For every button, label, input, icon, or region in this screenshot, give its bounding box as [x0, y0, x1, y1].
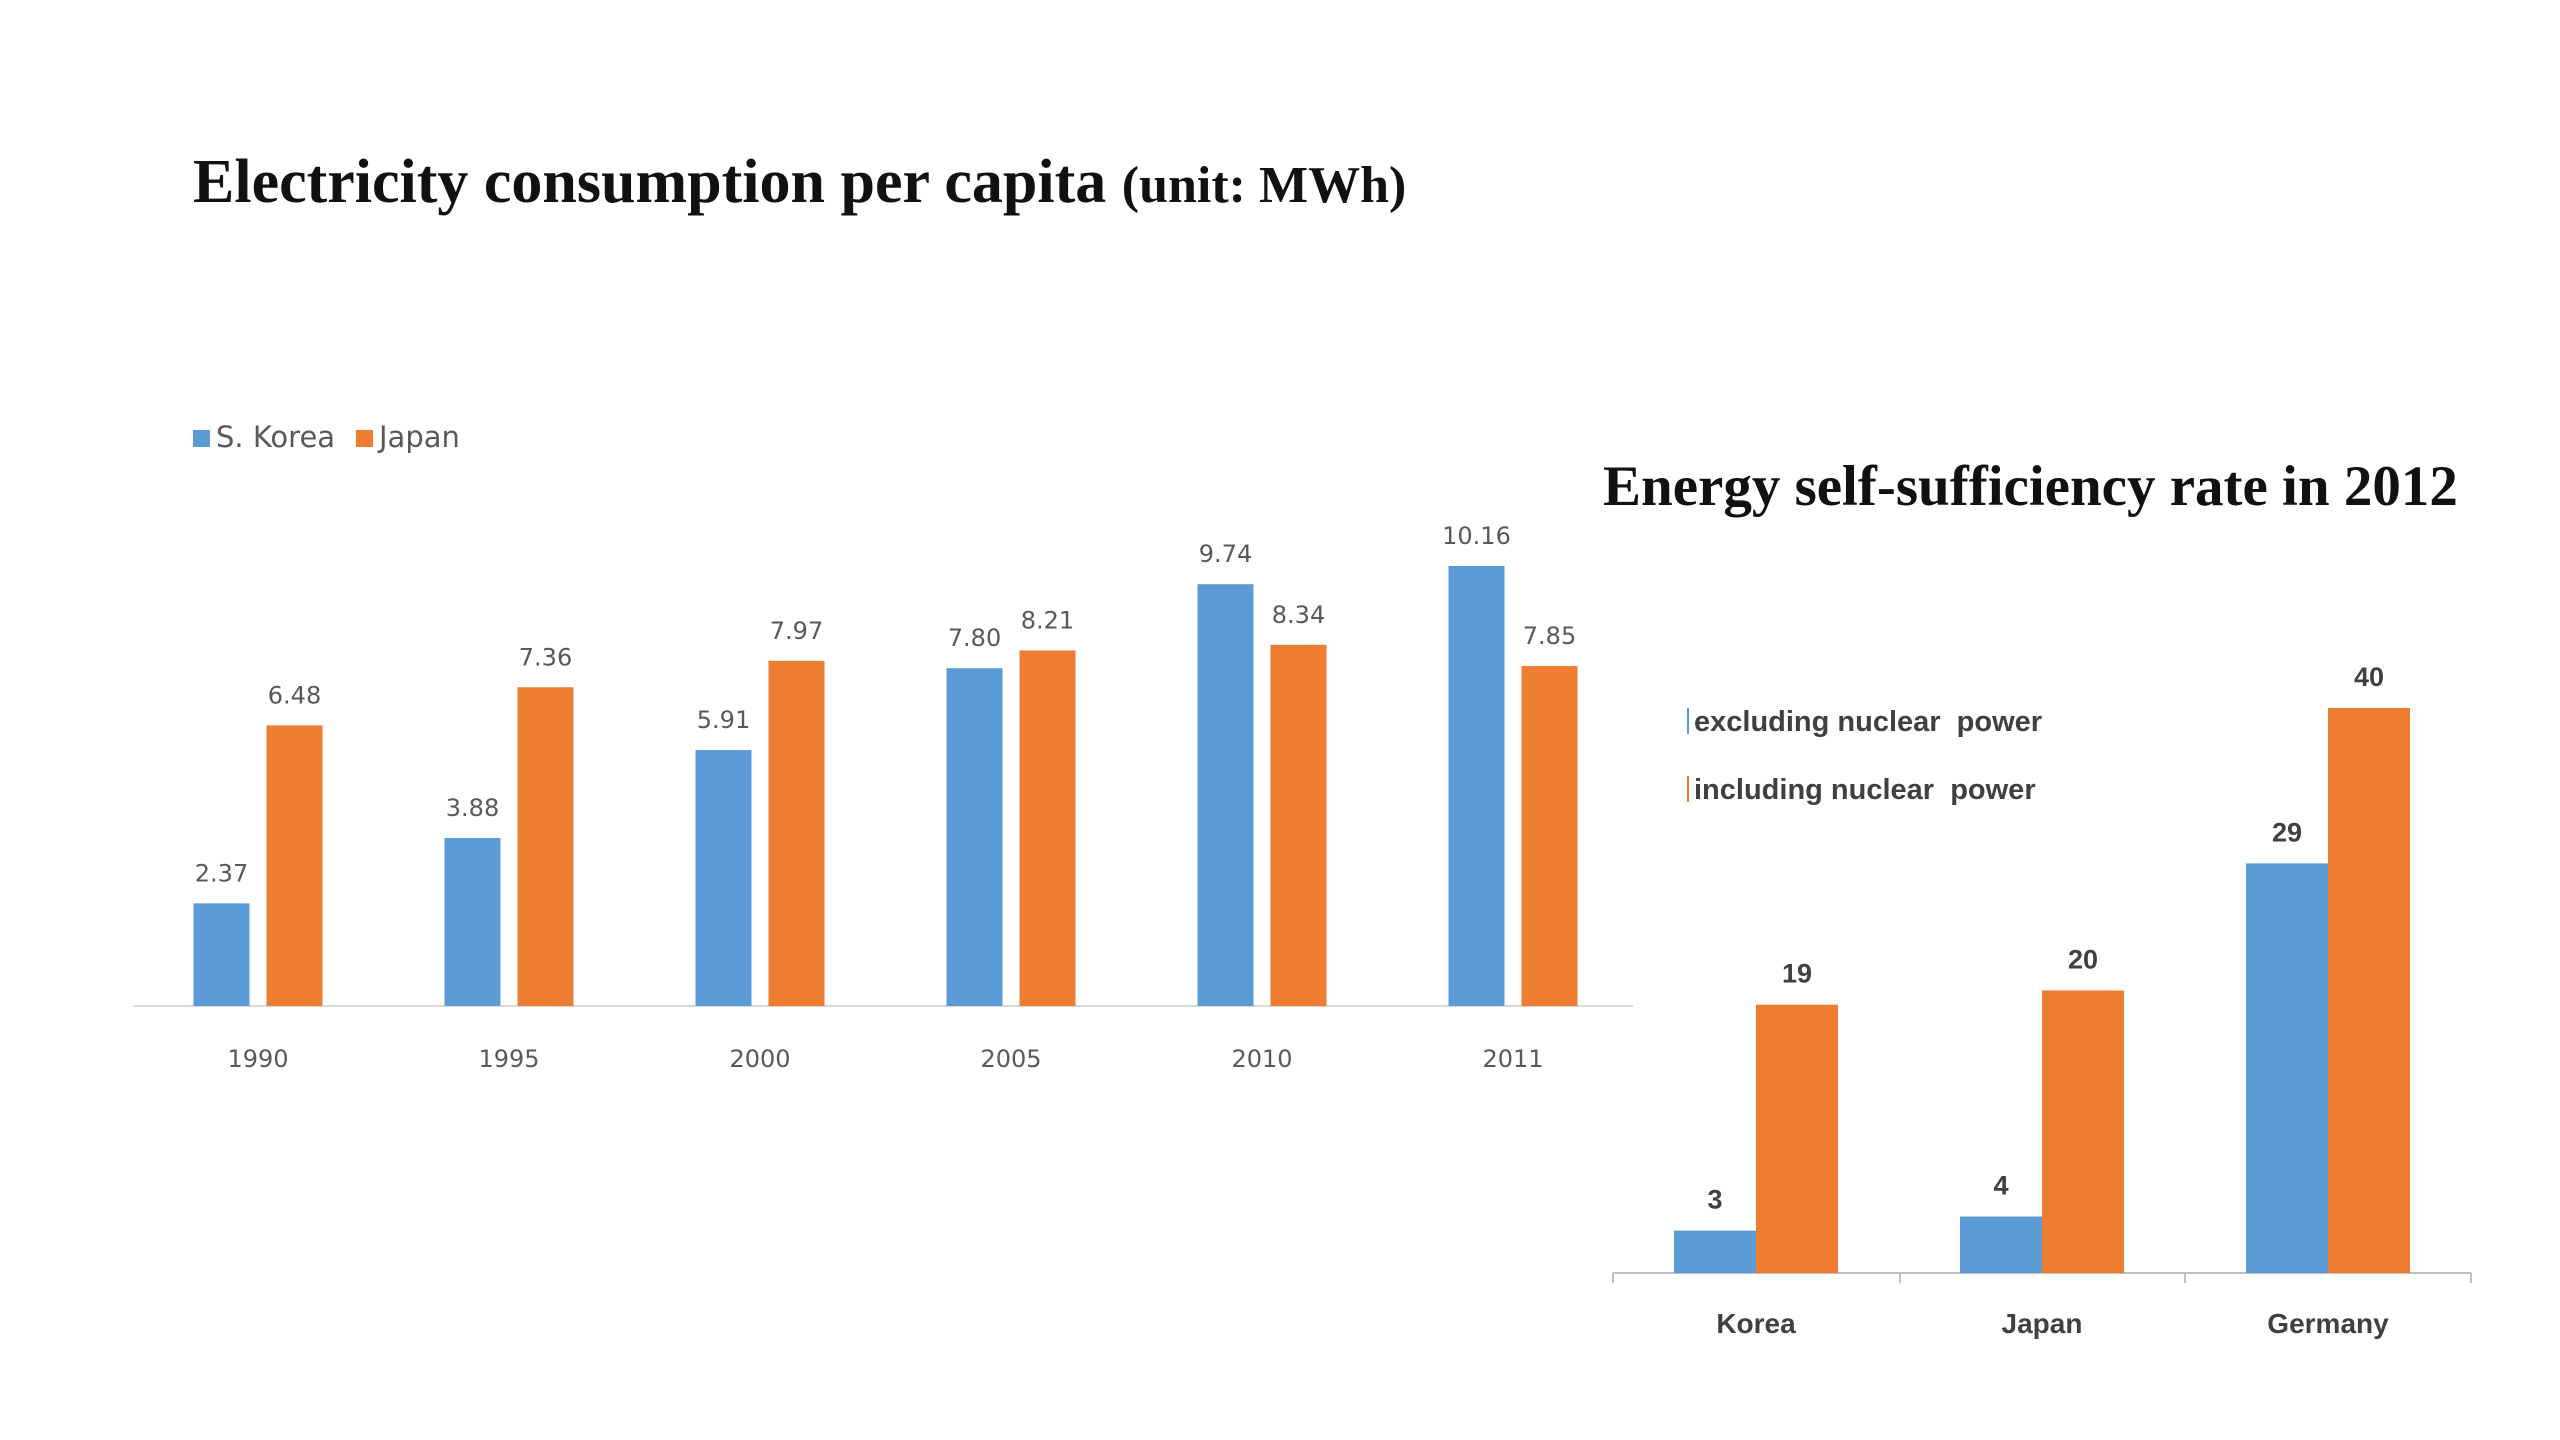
- bar-including-nuclear-power-korea: [1756, 1004, 1838, 1273]
- data-label-excluding-nuclear-power-japan: 4: [1993, 1171, 2008, 1201]
- x-tick-japan: Japan: [2002, 1308, 2083, 1339]
- x-tick-1990: 1990: [227, 1045, 288, 1073]
- data-label-japan-1990: 6.48: [268, 681, 321, 709]
- chart2-bars: [1674, 708, 2410, 1273]
- legend-label-including: including nuclear power: [1694, 774, 2036, 806]
- x-tick-1995: 1995: [478, 1045, 539, 1073]
- chart1-data-labels: 2.37 6.48 3.88 7.36 5.91 7.97 7.80 8.21 9.74 8.34…: [195, 522, 1576, 887]
- data-label-excluding-nuclear-power-korea: 3: [1707, 1185, 1722, 1215]
- data-label-s-korea-1990: 2.37: [195, 859, 248, 887]
- data-label-japan-1995: 7.36: [519, 643, 572, 671]
- x-tick-germany: Germany: [2267, 1308, 2389, 1339]
- bar-japan-1990: [266, 725, 323, 1006]
- legend-label-excluding: excluding nuclear power: [1694, 706, 2042, 738]
- legend-label-s-korea: S. Korea: [216, 420, 335, 454]
- chart2-title: Energy self-sufficiency rate in 2012: [1603, 455, 2458, 518]
- data-label-japan-2005: 8.21: [1021, 606, 1074, 634]
- chart1-title-unit: (unit: MWh): [1122, 157, 1407, 214]
- bar-s-korea-1990: [193, 903, 250, 1006]
- chart2-data-labels: 3 19 4 20 29 40: [1707, 662, 2384, 1215]
- data-label-including-nuclear-power-germany: 40: [2354, 662, 2384, 692]
- bar-s-korea-2000: [695, 750, 752, 1006]
- data-label-s-korea-2000: 5.91: [697, 706, 750, 734]
- chart1-title-main: Electricity consumption per capita: [193, 148, 1106, 216]
- data-label-s-korea-2010: 9.74: [1199, 540, 1252, 568]
- data-label-including-nuclear-power-japan: 20: [2068, 945, 2098, 975]
- chart1-bars: [193, 566, 1578, 1006]
- data-label-japan-2010: 8.34: [1272, 601, 1325, 629]
- data-label-japan-2000: 7.97: [770, 617, 823, 645]
- legend-swatch-japan: [356, 430, 373, 447]
- legend-label-japan: Japan: [377, 420, 460, 454]
- chart1-x-tick-labels: 1990 1995 2000 2005 2010 2011: [227, 1045, 1543, 1073]
- bar-japan-2000: [768, 660, 825, 1006]
- bar-japan-2010: [1270, 644, 1327, 1006]
- data-label-japan-2011: 7.85: [1523, 622, 1576, 650]
- chart2-legend: excluding nuclear power including nuclea…: [1687, 706, 2042, 806]
- chart2-x-tick-labels: Korea Japan Germany: [1716, 1308, 2389, 1339]
- legend-swatch-s-korea: [193, 430, 210, 447]
- bar-s-korea-1995: [444, 837, 501, 1006]
- data-label-s-korea-2011: 10.16: [1442, 522, 1511, 550]
- data-label-excluding-nuclear-power-germany: 29: [2272, 817, 2302, 847]
- chart1-legend: S. Korea Japan: [193, 420, 460, 454]
- bar-japan-1995: [517, 687, 574, 1006]
- bar-s-korea-2005: [946, 668, 1003, 1006]
- x-tick-2000: 2000: [729, 1045, 790, 1073]
- bar-s-korea-2011: [1448, 566, 1505, 1006]
- chart2-x-axis: [1612, 1272, 2472, 1283]
- x-tick-korea: Korea: [1716, 1308, 1796, 1339]
- x-tick-2010: 2010: [1231, 1045, 1292, 1073]
- bar-s-korea-2010: [1197, 584, 1254, 1006]
- data-label-s-korea-2005: 7.80: [948, 624, 1001, 652]
- bar-excluding-nuclear-power-germany: [2246, 863, 2328, 1273]
- bar-excluding-nuclear-power-japan: [1960, 1216, 2042, 1273]
- x-tick-2011: 2011: [1482, 1045, 1543, 1073]
- chart1-title: Electricity consumption per capita (unit…: [193, 148, 1406, 216]
- bar-japan-2005: [1019, 650, 1076, 1006]
- bar-including-nuclear-power-germany: [2328, 708, 2410, 1273]
- data-label-including-nuclear-power-korea: 19: [1782, 959, 1812, 989]
- x-tick-2005: 2005: [980, 1045, 1041, 1073]
- bar-excluding-nuclear-power-korea: [1674, 1230, 1756, 1273]
- bar-japan-2011: [1521, 666, 1578, 1006]
- data-label-s-korea-1995: 3.88: [446, 794, 499, 822]
- bar-including-nuclear-power-japan: [2042, 990, 2124, 1273]
